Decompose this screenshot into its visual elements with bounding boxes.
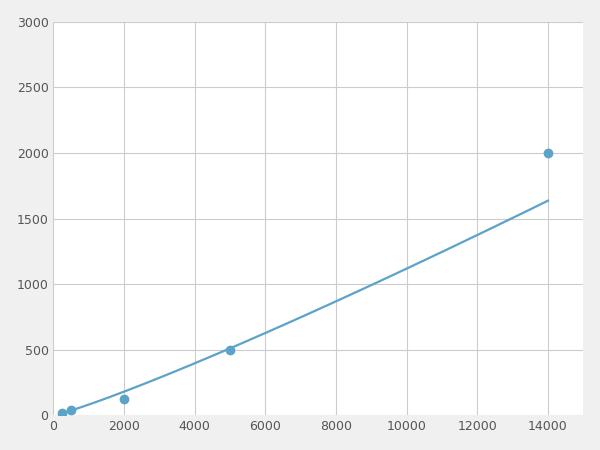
Point bbox=[66, 407, 76, 414]
Point bbox=[58, 409, 67, 416]
Point bbox=[543, 149, 553, 157]
Point bbox=[119, 396, 129, 403]
Point bbox=[225, 346, 235, 353]
